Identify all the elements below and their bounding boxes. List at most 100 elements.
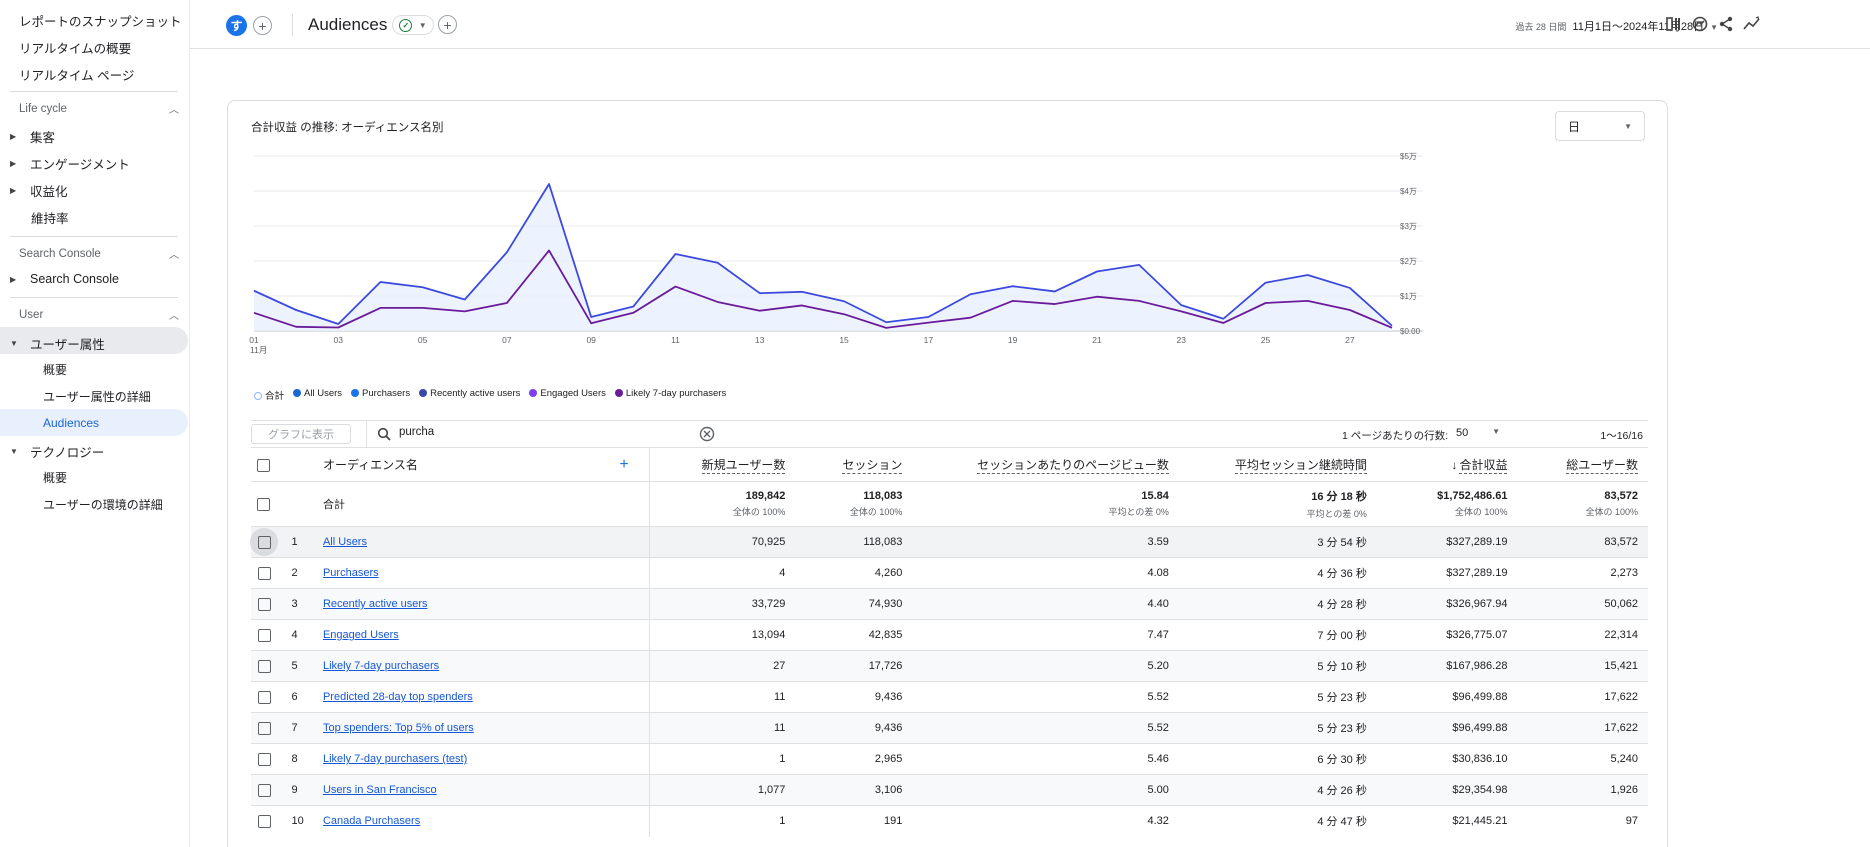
search-input[interactable] [399,426,699,438]
legend-item[interactable]: Recently active users [419,388,520,402]
audience-name-link[interactable]: Likely 7-day purchasers [322,660,440,672]
audience-name-link[interactable]: Canada Purchasers [322,815,421,828]
row-total-users: 2,273 [1517,557,1648,589]
nav-user-overview[interactable]: 概要 [43,363,68,377]
table-row[interactable]: 7 Top spenders: Top 5% of users 11 9,436 5.5… [250,712,1648,744]
audience-name-link[interactable]: Purchasers [322,567,379,579]
add-dimension-icon[interactable]: + [619,455,629,473]
row-checkbox-wrap [250,714,278,742]
nav-technology[interactable]: ▼ テクノロジー [10,442,104,461]
nav-user-attributes-detail[interactable]: ユーザー属性の詳細 [43,390,151,404]
nav-report-snapshot[interactable]: レポートのスナップショット [19,15,182,29]
row-checkbox[interactable] [257,659,271,673]
header-avg-session[interactable]: 平均セッション継続時間 [1178,447,1377,482]
audience-name-link[interactable]: Recently active users [322,598,428,610]
row-checkbox[interactable] [257,690,271,704]
clear-search-icon[interactable] [699,426,715,447]
row-checkbox[interactable] [257,597,271,611]
header-sessions[interactable]: セッション [795,447,913,482]
row-checkbox[interactable] [257,566,271,580]
nav-engagement[interactable]: ▶ エンゲージメント [10,154,130,173]
table-row[interactable]: 1 All Users 70,925 118,083 3.59 3 分 54 秒 $327,… [250,526,1648,558]
series-line-1[interactable] [253,249,1393,329]
caret-right-icon: ▶ [10,159,17,168]
status-badge[interactable]: ✓ ▼ [392,15,434,35]
header-audience-name[interactable]: オーディエンス名 + [322,447,650,482]
table-row[interactable]: 2 Purchasers 4 4,260 4.08 4 分 36 秒 $327,289.19… [251,557,1648,589]
table-row[interactable]: 5 Likely 7-day purchasers 27 17,726 5.20 5 分 … [251,650,1648,682]
nav-realtime-overview[interactable]: リアルタイムの概要 [19,42,132,56]
rows-per-page-value: 50 [1456,427,1469,439]
x-tick-label: 05 [418,335,428,345]
rows-per-page-select[interactable]: 50 ▼ [1456,427,1500,439]
table-row[interactable]: 10 Canada Purchasers 1 191 4.32 4 分 47 秒 $21,4… [251,805,1648,837]
legend-item[interactable]: Likely 7-day purchasers [614,388,726,402]
totals-checkbox[interactable] [257,497,270,511]
row-checkbox[interactable] [257,535,271,549]
audience-name-link[interactable]: All Users [322,536,367,548]
table-row[interactable]: 3 Recently active users 33,729 74,930 4.40 4 … [251,588,1648,620]
nav-tech-overview[interactable]: 概要 [43,471,68,485]
nav-tech-detail[interactable]: ユーザーの環境の詳細 [43,498,163,512]
table-row[interactable]: 4 Engaged Users 13,094 42,835 7.47 7 分 00 秒 $3… [251,619,1648,651]
row-checkbox[interactable] [257,814,271,828]
audience-name-link[interactable]: Users in San Francisco [322,784,437,796]
nav-search-console[interactable]: ▶ Search Console [10,272,119,286]
share-icon[interactable] [1716,14,1736,34]
table-row[interactable]: 8 Likely 7-day purchasers (test) 1 2,965 5.4… [251,743,1648,775]
row-new-users: 70,925 [649,526,796,558]
legend-item[interactable]: Purchasers [351,388,410,402]
total-avg-session: 16 分 18 秒平均との差 0% [1178,481,1377,527]
nav-retention[interactable]: 維持率 [31,212,69,226]
table-row[interactable]: 9 Users in San Francisco 1,077 3,106 5.00 4 分… [251,774,1648,806]
nav-user-attributes[interactable]: ▼ ユーザー属性 [10,334,105,353]
nav-audiences[interactable]: Audiences [43,416,100,430]
section-lifecycle[interactable]: Life cycle ︿ [19,101,179,117]
row-checkbox-cell [251,743,292,775]
row-checkbox[interactable] [257,752,271,766]
row-checkbox[interactable] [257,721,271,735]
totals-index-cell [291,481,323,527]
row-checkbox-wrap [250,683,278,711]
select-all-checkbox[interactable] [257,458,270,472]
header-views-per-session[interactable]: セッションあたりのページビュー数 [912,447,1179,482]
audience-name-link[interactable]: Engaged Users [322,629,399,641]
row-new-users: 33,729 [649,588,796,620]
row-avg-session: 7 分 00 秒 [1178,619,1377,651]
audience-name-link[interactable]: Predicted 28-day top spenders [322,691,473,703]
header-total-users[interactable]: 総ユーザー数 [1517,447,1648,482]
plot-rows-button[interactable]: グラフに表示 [251,424,351,444]
audience-name-link[interactable]: Top spenders: Top 5% of users [322,722,474,734]
compare-icon[interactable] [1664,14,1684,34]
row-checkbox[interactable] [257,628,271,642]
pagination-info: 1～16/16 [1600,430,1643,442]
add-comparison-icon[interactable]: + [253,16,272,35]
insights-icon[interactable] [1690,14,1710,34]
header-new-users[interactable]: 新規ユーザー数 [649,447,796,482]
legend-item[interactable]: All Users [293,388,342,402]
trend-icon[interactable] [1742,14,1762,34]
header-revenue[interactable]: ↓ 合計収益 [1376,447,1518,482]
header-checkbox-cell [251,447,292,482]
nav-realtime-pages[interactable]: リアルタイム ページ [19,69,135,83]
section-search-console[interactable]: Search Console ︿ [19,246,179,262]
date-range-picker[interactable]: 過去 28 日間 11月1日～2024年11月28日 ▼ [1515,18,1718,34]
row-revenue: $326,775.07 [1376,619,1518,651]
legend-item[interactable]: Engaged Users [529,388,606,402]
row-views-per-session: 7.47 [912,619,1179,651]
legend-item[interactable]: 合計 [254,388,284,402]
nav-acquisition[interactable]: ▶ 集客 [10,127,55,146]
total-revenue-sub: 全体の 100% [1454,507,1508,517]
avatar[interactable]: す [226,15,247,36]
row-checkbox[interactable] [257,783,271,797]
add-filter-icon[interactable]: + [438,15,457,34]
nav-monetization[interactable]: ▶ 収益化 [10,181,68,200]
audience-name-link[interactable]: Likely 7-day purchasers (test) [322,753,468,765]
table-row[interactable]: 6 Predicted 28-day top spenders 11 9,436 5.5… [250,681,1648,713]
granularity-select[interactable]: 日 ▼ [1555,111,1645,141]
section-user[interactable]: User ︿ [19,307,179,323]
x-tick-label: 19 [1008,335,1018,345]
row-total-users: 17,622 [1517,712,1648,744]
row-views-per-session: 4.40 [912,588,1179,620]
series-line-0[interactable] [253,183,1393,327]
